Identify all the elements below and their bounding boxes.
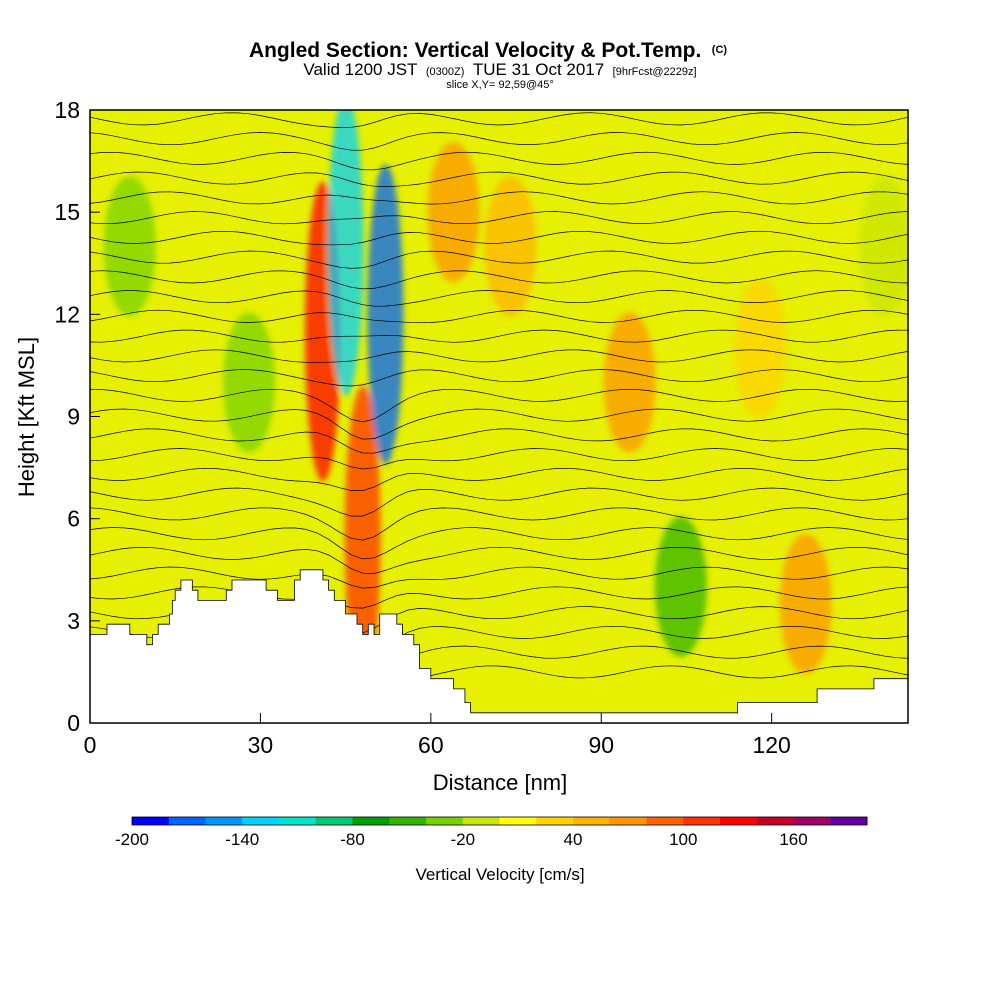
velocity-core bbox=[327, 110, 364, 397]
colorbar-tick-label: 40 bbox=[564, 830, 583, 849]
velocity-field bbox=[103, 110, 908, 686]
chart-title: Angled Section: Vertical Velocity & Pot.… bbox=[249, 39, 701, 62]
velocity-core bbox=[779, 533, 832, 674]
title-unit: (C) bbox=[712, 44, 728, 56]
colorbar-segment bbox=[132, 817, 170, 825]
svg-text:Angled Section: Vertical Veloc: Angled Section: Vertical Velocity & Pot.… bbox=[249, 39, 727, 62]
velocity-core bbox=[427, 142, 480, 283]
colorbar-segment bbox=[646, 817, 684, 825]
theta-contour-line bbox=[90, 151, 908, 171]
chart-header: Angled Section: Vertical Velocity & Pot.… bbox=[249, 39, 727, 91]
theta-contour-line bbox=[90, 546, 908, 574]
theta-contour-line bbox=[90, 507, 908, 541]
valid-utc: (0300Z) bbox=[426, 66, 465, 78]
y-tick-label: 3 bbox=[67, 608, 80, 634]
colorbar-segment bbox=[352, 817, 390, 825]
theta-contour-line bbox=[90, 290, 908, 307]
theta-contour-line bbox=[90, 329, 908, 343]
theta-contour-line bbox=[90, 230, 908, 246]
velocity-core bbox=[603, 312, 656, 453]
velocity-core bbox=[654, 516, 707, 657]
theta-contour-line bbox=[90, 467, 908, 491]
y-tick-label: 18 bbox=[54, 97, 80, 123]
theta-contour-line bbox=[90, 527, 908, 560]
colorbar-segment bbox=[242, 817, 280, 825]
velocity-core bbox=[344, 385, 381, 686]
theta-contours bbox=[90, 93, 908, 694]
svg-text:Valid 1200 JST (0300Z): Valid 1200 JST (0300Z) TUE 31 Oct 2017 [… bbox=[303, 60, 696, 79]
colorbar-tick-label: -80 bbox=[340, 830, 365, 849]
terrain bbox=[90, 569, 908, 723]
forecast-info: [9hrFcst@2229z] bbox=[613, 66, 697, 78]
valid-time: Valid 1200 JST bbox=[303, 60, 417, 79]
theta-contour-line bbox=[90, 112, 908, 128]
colorbar-segment bbox=[536, 817, 574, 825]
y-tick-label: 9 bbox=[67, 404, 80, 430]
colorbar-segment bbox=[462, 817, 500, 825]
x-tick-label: 90 bbox=[588, 732, 614, 758]
y-tick-label: 6 bbox=[67, 506, 80, 532]
x-tick-label: 60 bbox=[418, 732, 444, 758]
theta-contour-line bbox=[90, 566, 908, 589]
theta-contour-line bbox=[90, 487, 908, 517]
colorbar-tick-label: 100 bbox=[669, 830, 697, 849]
velocity-core bbox=[103, 176, 156, 317]
colorbar-segment bbox=[315, 817, 353, 825]
theta-contour-line bbox=[90, 388, 908, 423]
colorbar: -200 -140 -80 -20 40 100 160 bbox=[115, 816, 868, 849]
colorbar-segment bbox=[168, 817, 206, 825]
y-tick-label: 12 bbox=[54, 301, 80, 327]
x-tick-label: 30 bbox=[248, 732, 274, 758]
colorbar-segment bbox=[756, 817, 794, 825]
theta-contour-line bbox=[90, 428, 908, 454]
velocity-core bbox=[484, 176, 537, 317]
colorbar-segment bbox=[573, 817, 611, 825]
theta-contour-line bbox=[90, 270, 908, 290]
x-tick-label: 0 bbox=[84, 732, 97, 758]
theta-contour-line bbox=[90, 349, 908, 363]
theta-contour-line bbox=[90, 211, 908, 225]
theta-contour-line bbox=[90, 250, 908, 269]
colorbar-segment bbox=[683, 817, 721, 825]
theta-contour-line bbox=[90, 309, 908, 324]
colorbar-tick-label: -20 bbox=[450, 830, 475, 849]
colorbar-title: Vertical Velocity [cm/s] bbox=[415, 865, 584, 884]
slice-info: slice X,Y= 92,59@45° bbox=[446, 79, 554, 91]
theta-contour-line bbox=[90, 369, 908, 387]
colorbar-segment bbox=[609, 817, 647, 825]
colorbar-segment bbox=[720, 817, 758, 825]
colorbar-frame bbox=[131, 816, 868, 826]
valid-date: TUE 31 Oct 2017 bbox=[473, 60, 604, 79]
velocity-core bbox=[734, 278, 787, 419]
colorbar-segment bbox=[279, 817, 317, 825]
plot-area bbox=[90, 93, 908, 723]
colorbar-tick-label: -140 bbox=[225, 830, 259, 849]
velocity-core bbox=[367, 164, 404, 465]
colorbar-tick-label: 160 bbox=[779, 830, 807, 849]
theta-contour-line bbox=[90, 586, 908, 609]
colorbar-segment bbox=[830, 817, 868, 825]
x-axis-label: Distance [nm] bbox=[433, 770, 568, 795]
y-tick-label: 15 bbox=[54, 199, 80, 225]
theta-contour-line bbox=[90, 132, 908, 151]
theta-contour-line bbox=[90, 408, 908, 440]
axis-ticks: 0 30 60 90 120 0 3 6 9 12 15 18 bbox=[54, 97, 790, 758]
colorbar-segment bbox=[499, 817, 537, 825]
x-tick-label: 120 bbox=[752, 732, 790, 758]
y-tick-label: 0 bbox=[67, 710, 80, 736]
colorbar-segment bbox=[205, 817, 243, 825]
y-axis-label: Height [Kft MSL] bbox=[14, 337, 39, 497]
colorbar-tick-label: -200 bbox=[115, 830, 149, 849]
theta-contour-line bbox=[90, 448, 908, 470]
theta-contour-line bbox=[90, 93, 908, 105]
colorbar-segment bbox=[426, 817, 464, 825]
theta-contour-line bbox=[90, 191, 908, 205]
colorbar-segment bbox=[389, 817, 427, 825]
velocity-core bbox=[859, 176, 908, 317]
velocity-core bbox=[223, 312, 276, 453]
colorbar-segment bbox=[793, 817, 831, 825]
theta-contour-line bbox=[90, 171, 908, 187]
